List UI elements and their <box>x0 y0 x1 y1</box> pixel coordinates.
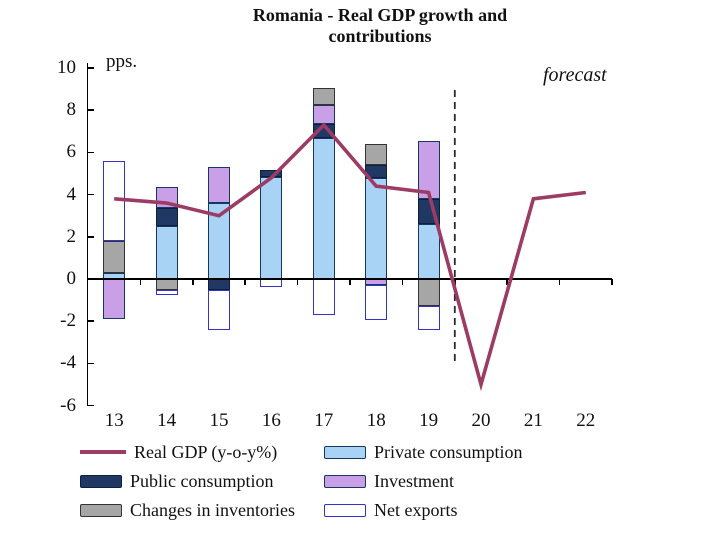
x-axis-tick <box>454 279 456 285</box>
y-axis-tick-label: 6 <box>66 141 77 163</box>
legend-label-gdp: Real GDP (y-o-y%) <box>134 441 278 462</box>
bar-segment-public-18 <box>365 165 388 178</box>
y-axis-tick-label: -2 <box>60 310 76 332</box>
x-axis-tick <box>401 279 404 285</box>
y-axis-tick-label: 10 <box>57 57 76 78</box>
y-axis-unit-label: pps. <box>106 51 138 72</box>
bar-segment-inventories-14 <box>155 279 178 290</box>
legend-box-swatch-public <box>80 474 122 488</box>
bar-segment-investment-17 <box>312 104 335 124</box>
bar-segment-private-16 <box>260 176 283 279</box>
bar-segment-net_exports-15 <box>208 289 230 330</box>
bar-segment-investment-19 <box>417 140 440 199</box>
x-axis-category-label: 16 <box>261 410 281 431</box>
y-axis-tick <box>88 236 94 238</box>
bar-segment-net_exports-13 <box>103 160 126 241</box>
bar-segment-inventories-19 <box>417 279 440 307</box>
x-axis-tick <box>558 279 561 285</box>
x-axis-category-label: 17 <box>314 410 334 431</box>
bar-segment-public-17 <box>312 123 335 138</box>
y-axis-tick-label: 2 <box>66 225 77 247</box>
bar-segment-net_exports-14 <box>155 289 178 295</box>
bar-segment-private-19 <box>417 224 440 279</box>
legend-item-private: Private consumption <box>324 441 586 463</box>
bar-segment-investment-13 <box>103 279 126 320</box>
y-axis-tick-label: 0 <box>66 268 77 289</box>
y-axis-tick <box>88 320 94 322</box>
bar-segment-public-15 <box>208 279 230 290</box>
x-axis-category-label: 22 <box>576 410 596 431</box>
legend: Real GDP (y-o-y%) Private consumption Publ… <box>80 441 586 521</box>
legend-box-swatch-inventories <box>80 503 122 517</box>
y-axis-tick <box>88 404 94 407</box>
x-axis-category-label: 19 <box>419 410 439 431</box>
real-gdp-line <box>114 122 587 392</box>
bar-segment-private-18 <box>365 177 388 279</box>
legend-label-public: Public consumption <box>130 470 274 491</box>
legend-label-net_exports: Net exports <box>374 499 458 520</box>
bar-segment-investment-15 <box>208 167 230 204</box>
legend-box-swatch-private <box>324 445 366 459</box>
chart-title-line1: Romania - Real GDP growth and <box>252 5 508 25</box>
x-axis-tick <box>611 279 613 285</box>
bar-segment-net_exports-19 <box>417 306 440 330</box>
y-axis-tick-label: 4 <box>66 183 77 205</box>
bar-segment-net_exports-16 <box>260 279 283 288</box>
bar-segment-public-14 <box>155 208 178 227</box>
y-axis-tick-label: -6 <box>60 394 76 416</box>
bar-segment-inventories-17 <box>312 88 335 105</box>
x-axis-category-label: 13 <box>104 410 124 431</box>
legend-item-investment: Investment <box>324 470 586 492</box>
y-axis-tick-label: 8 <box>66 99 77 121</box>
x-axis-tick <box>506 279 508 285</box>
x-axis-category-label: 18 <box>366 410 386 431</box>
chart-title: Romania - Real GDP growth and contributi… <box>160 5 600 47</box>
bar-segment-private-15 <box>208 203 230 279</box>
x-axis-category-label: 15 <box>209 410 229 431</box>
legend-label-inventories: Changes in inventories <box>130 499 295 520</box>
bar-segment-net_exports-17 <box>312 279 335 315</box>
x-axis-tick <box>139 279 142 285</box>
x-axis-category-label: 21 <box>523 410 543 431</box>
legend-item-inventories: Changes in inventories <box>80 499 324 521</box>
legend-line-swatch-gdp <box>80 450 126 454</box>
y-axis-tick <box>88 362 94 365</box>
y-axis-tick <box>88 109 94 111</box>
bar-segment-inventories-18 <box>365 143 388 166</box>
x-axis-tick <box>244 279 246 285</box>
x-axis-category-label: 20 <box>471 410 491 431</box>
legend-item-net_exports: Net exports <box>324 499 586 521</box>
bar-segment-private-14 <box>155 226 178 279</box>
bar-segment-net_exports-18 <box>365 285 388 321</box>
x-axis-tick <box>349 279 351 285</box>
legend-item-public: Public consumption <box>80 470 324 492</box>
y-axis-tick <box>88 67 94 69</box>
bar-segment-public-19 <box>417 198 440 225</box>
x-axis-tick <box>296 279 299 285</box>
y-axis-tick <box>88 278 94 280</box>
y-axis-line <box>86 63 88 406</box>
legend-label-investment: Investment <box>374 470 454 491</box>
bar-segment-private-17 <box>312 137 335 279</box>
y-axis-tick <box>88 151 94 154</box>
legend-label-private: Private consumption <box>374 441 523 462</box>
bar-segment-investment-14 <box>155 187 178 209</box>
forecast-label: forecast <box>543 64 607 86</box>
legend-item-gdp: Real GDP (y-o-y%) <box>80 441 324 463</box>
bar-segment-inventories-13 <box>103 241 126 273</box>
x-axis-tick <box>192 279 194 285</box>
legend-box-swatch-investment <box>324 474 366 488</box>
bar-segment-public-16 <box>260 170 283 177</box>
x-axis-category-label: 14 <box>157 410 177 431</box>
y-axis-tick <box>88 193 94 196</box>
legend-box-swatch-net_exports <box>324 503 366 517</box>
y-axis-tick-label: -4 <box>60 352 76 374</box>
chart-title-line2: contributions <box>328 26 432 46</box>
